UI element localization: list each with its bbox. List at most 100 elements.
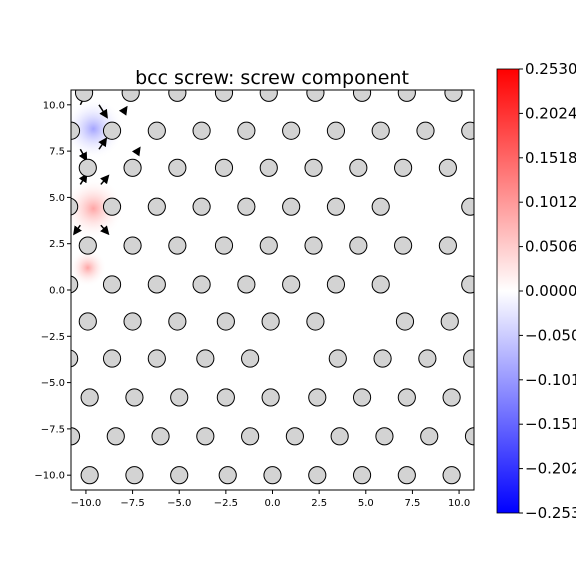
atom-marker xyxy=(304,158,323,177)
atom-marker xyxy=(74,90,94,102)
colorbar-tick-label: 0.0506 xyxy=(525,238,576,256)
displacement-arrow xyxy=(100,174,110,185)
heat-spot xyxy=(71,177,125,240)
atom-marker xyxy=(125,466,144,485)
atom-marker xyxy=(371,121,390,140)
colorbar-ticks: 0.2530 0.2024 0.1518 0.1012 0.0506 0.0000 −0.0… xyxy=(519,60,576,522)
atom-marker xyxy=(285,427,304,446)
atom-marker xyxy=(196,349,215,368)
atom-marker xyxy=(168,158,187,177)
atom-marker xyxy=(102,121,122,140)
colorbar-tick-label: −0.2024 xyxy=(525,460,576,478)
x-tick-label: −2.5 xyxy=(214,498,238,509)
atom-marker xyxy=(306,312,325,331)
heat-spot xyxy=(71,98,125,160)
atom-marker xyxy=(282,197,301,216)
atom-marker xyxy=(420,427,439,446)
atom-marker xyxy=(444,90,463,102)
displacement-arrow xyxy=(78,148,88,162)
atom-marker xyxy=(440,312,459,331)
atom-marker xyxy=(461,121,474,140)
atom-marker xyxy=(214,158,234,177)
displacement-arrow xyxy=(98,137,108,150)
y-tick-label: −2.5 xyxy=(41,332,65,343)
atom-marker xyxy=(78,158,97,177)
atom-marker xyxy=(304,236,323,255)
plot-layer xyxy=(71,90,474,485)
atom-marker xyxy=(123,312,142,331)
axes-background xyxy=(71,90,474,490)
atom-marker xyxy=(71,275,79,294)
atom-marker xyxy=(237,197,256,216)
atom-marker xyxy=(308,388,327,407)
colorbar xyxy=(496,68,520,514)
atom-marker xyxy=(326,275,346,294)
atom-marker xyxy=(371,275,390,294)
x-tick-label: 7.5 xyxy=(404,498,420,509)
atom-marker xyxy=(147,121,166,140)
atom-marker xyxy=(71,197,79,216)
atom-marker xyxy=(147,197,166,216)
atom-marker xyxy=(397,466,416,485)
atom-layer xyxy=(71,90,474,485)
x-tick-label: 10.0 xyxy=(448,498,470,509)
displacement-arrow xyxy=(131,146,141,157)
colorbar-tick-label: −0.0506 xyxy=(525,326,576,344)
atom-marker xyxy=(306,90,325,102)
atom-marker xyxy=(282,121,301,140)
atom-marker xyxy=(349,158,368,177)
displacement-arrow xyxy=(98,104,108,119)
atom-marker xyxy=(170,466,189,485)
y-tick-label: 2.5 xyxy=(49,239,65,250)
atom-marker xyxy=(102,275,122,294)
atom-marker xyxy=(216,312,235,331)
atom-marker xyxy=(71,349,79,368)
y-tick-label: −5.0 xyxy=(41,378,65,389)
atom-marker xyxy=(102,349,122,368)
atom-marker xyxy=(352,388,372,407)
heat-spot xyxy=(71,248,107,287)
atom-marker xyxy=(442,466,461,485)
atom-marker xyxy=(442,388,461,407)
atom-marker xyxy=(170,388,189,407)
y-tick-label: 5.0 xyxy=(49,193,65,204)
atom-marker xyxy=(192,197,211,216)
displacement-arrow xyxy=(118,105,128,116)
atom-marker xyxy=(261,312,280,331)
atom-marker xyxy=(168,312,187,331)
atom-marker xyxy=(463,349,474,368)
atom-marker xyxy=(121,90,140,102)
atom-marker xyxy=(102,197,122,216)
atom-marker xyxy=(123,158,142,177)
atom-marker xyxy=(168,90,187,102)
x-tick-label: 2.5 xyxy=(311,498,327,509)
colorbar-tick-label: 0.0000 xyxy=(525,282,576,300)
displacement-arrow xyxy=(100,224,110,236)
atom-marker xyxy=(237,121,256,140)
atom-marker xyxy=(214,90,234,102)
chart-title: bcc screw: screw component xyxy=(135,67,409,89)
x-tick-label: −5.0 xyxy=(167,498,191,509)
colorbar-tick-label: −0.1012 xyxy=(525,371,576,389)
y-tick-label: 7.5 xyxy=(49,147,65,158)
atom-marker xyxy=(218,466,237,485)
atom-marker xyxy=(308,466,327,485)
x-tick-label: −7.5 xyxy=(120,498,144,509)
atom-marker xyxy=(352,466,372,485)
atom-marker xyxy=(349,236,368,255)
y-tick-label: 10.0 xyxy=(43,100,65,111)
x-tick-label: 0.0 xyxy=(265,498,281,509)
atom-marker xyxy=(397,388,416,407)
atom-marker xyxy=(78,236,97,255)
atom-marker xyxy=(80,466,99,485)
atom-marker xyxy=(416,121,435,140)
colorbar-tick-label: 0.2530 xyxy=(525,60,576,78)
atom-marker xyxy=(237,275,256,294)
atom-marker xyxy=(214,236,234,255)
atom-marker xyxy=(464,427,474,446)
atom-marker xyxy=(147,349,166,368)
atom-marker xyxy=(123,236,142,255)
atom-marker xyxy=(394,236,413,255)
atom-marker xyxy=(106,427,125,446)
